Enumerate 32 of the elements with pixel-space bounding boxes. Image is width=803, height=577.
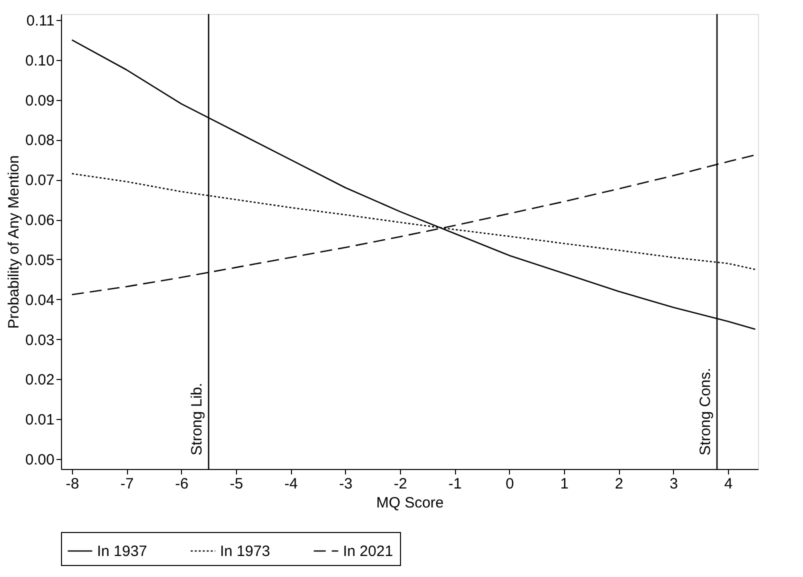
x-tick-label: -1 [448,476,462,492]
ref-line-label: Strong Cons. [697,368,714,456]
y-tick-label: 0.01 [25,412,54,429]
x-tick-label: 4 [724,476,733,492]
ref-line-label: Strong Lib. [188,382,206,456]
y-tick-label: 0.03 [25,332,54,349]
x-tick-label: 0 [506,476,514,492]
y-tick-label: 0.07 [25,172,54,190]
y-tick-label: 0.05 [25,252,54,269]
x-tick-label: -4 [284,476,298,492]
y-tick-label: 0.08 [25,132,54,150]
y-tick-label: 0.06 [25,212,54,230]
x-tick-label: 1 [560,476,569,492]
y-axis-title: Probability of Any Mention [5,155,22,329]
y-tick-label: 0.00 [25,452,54,469]
x-tick-label: -3 [339,476,352,492]
x-tick-label: -7 [120,476,134,492]
y-tick-label: 0.09 [25,92,54,110]
y-tick-label: 0.11 [26,12,54,30]
x-tick-label: -2 [394,476,408,492]
x-tick-label: -8 [66,476,80,492]
legend-label: In 1973 [220,543,270,560]
x-tick-label: -5 [230,476,244,492]
x-tick-label: -6 [175,476,188,492]
y-tick-label: 0.04 [25,292,54,309]
y-tick-label: 0.02 [25,372,54,389]
legend-label: In 1937 [97,543,148,560]
y-tick-label: 0.10 [25,52,54,70]
legend-label: In 2021 [343,543,394,560]
x-axis-title: MQ Score [376,494,444,512]
x-tick-label: 2 [614,476,624,492]
x-tick-label: 3 [670,476,678,492]
